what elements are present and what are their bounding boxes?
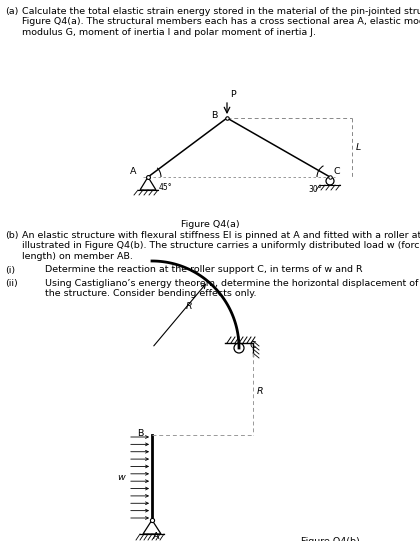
Text: C: C [333, 167, 340, 175]
Text: Figure Q4(a): Figure Q4(a) [181, 220, 239, 229]
Text: length) on member AB.: length) on member AB. [22, 252, 133, 261]
Text: Figure Q4(b): Figure Q4(b) [301, 537, 360, 541]
Text: L: L [356, 143, 361, 152]
Text: C: C [249, 341, 256, 351]
Text: Figure Q4(a). The structural members each has a cross sectional area A, elastic : Figure Q4(a). The structural members eac… [22, 17, 420, 27]
Text: (a): (a) [5, 7, 18, 16]
Text: 45°: 45° [159, 183, 173, 192]
Text: illustrated in Figure Q4(b). The structure carries a uniformly distributed load : illustrated in Figure Q4(b). The structu… [22, 241, 420, 250]
Text: Determine the reaction at the roller support C, in terms of w and R: Determine the reaction at the roller sup… [45, 266, 362, 274]
Text: Using Castigliano’s energy theorem, determine the horizontal displacement of end: Using Castigliano’s energy theorem, dete… [45, 279, 420, 288]
Text: A: A [153, 532, 159, 541]
Text: R: R [257, 387, 264, 396]
Text: R: R [186, 302, 193, 311]
Text: w: w [117, 473, 125, 482]
Text: An elastic structure with flexural stiffness EI is pinned at A and fitted with a: An elastic structure with flexural stiff… [22, 231, 420, 240]
Text: A: A [129, 168, 136, 176]
Text: (b): (b) [5, 231, 18, 240]
Text: (i): (i) [5, 266, 15, 274]
Text: B: B [136, 428, 143, 438]
Text: modulus G, moment of inertia I and polar moment of inertia J.: modulus G, moment of inertia I and polar… [22, 28, 316, 37]
Text: Calculate the total elastic strain energy stored in the material of the pin-join: Calculate the total elastic strain energ… [22, 7, 420, 16]
Text: P: P [230, 90, 236, 99]
Text: 30°: 30° [308, 185, 322, 194]
Text: the structure. Consider bending effects only.: the structure. Consider bending effects … [45, 289, 257, 299]
Text: (ii): (ii) [5, 279, 18, 288]
Text: B: B [210, 110, 217, 120]
